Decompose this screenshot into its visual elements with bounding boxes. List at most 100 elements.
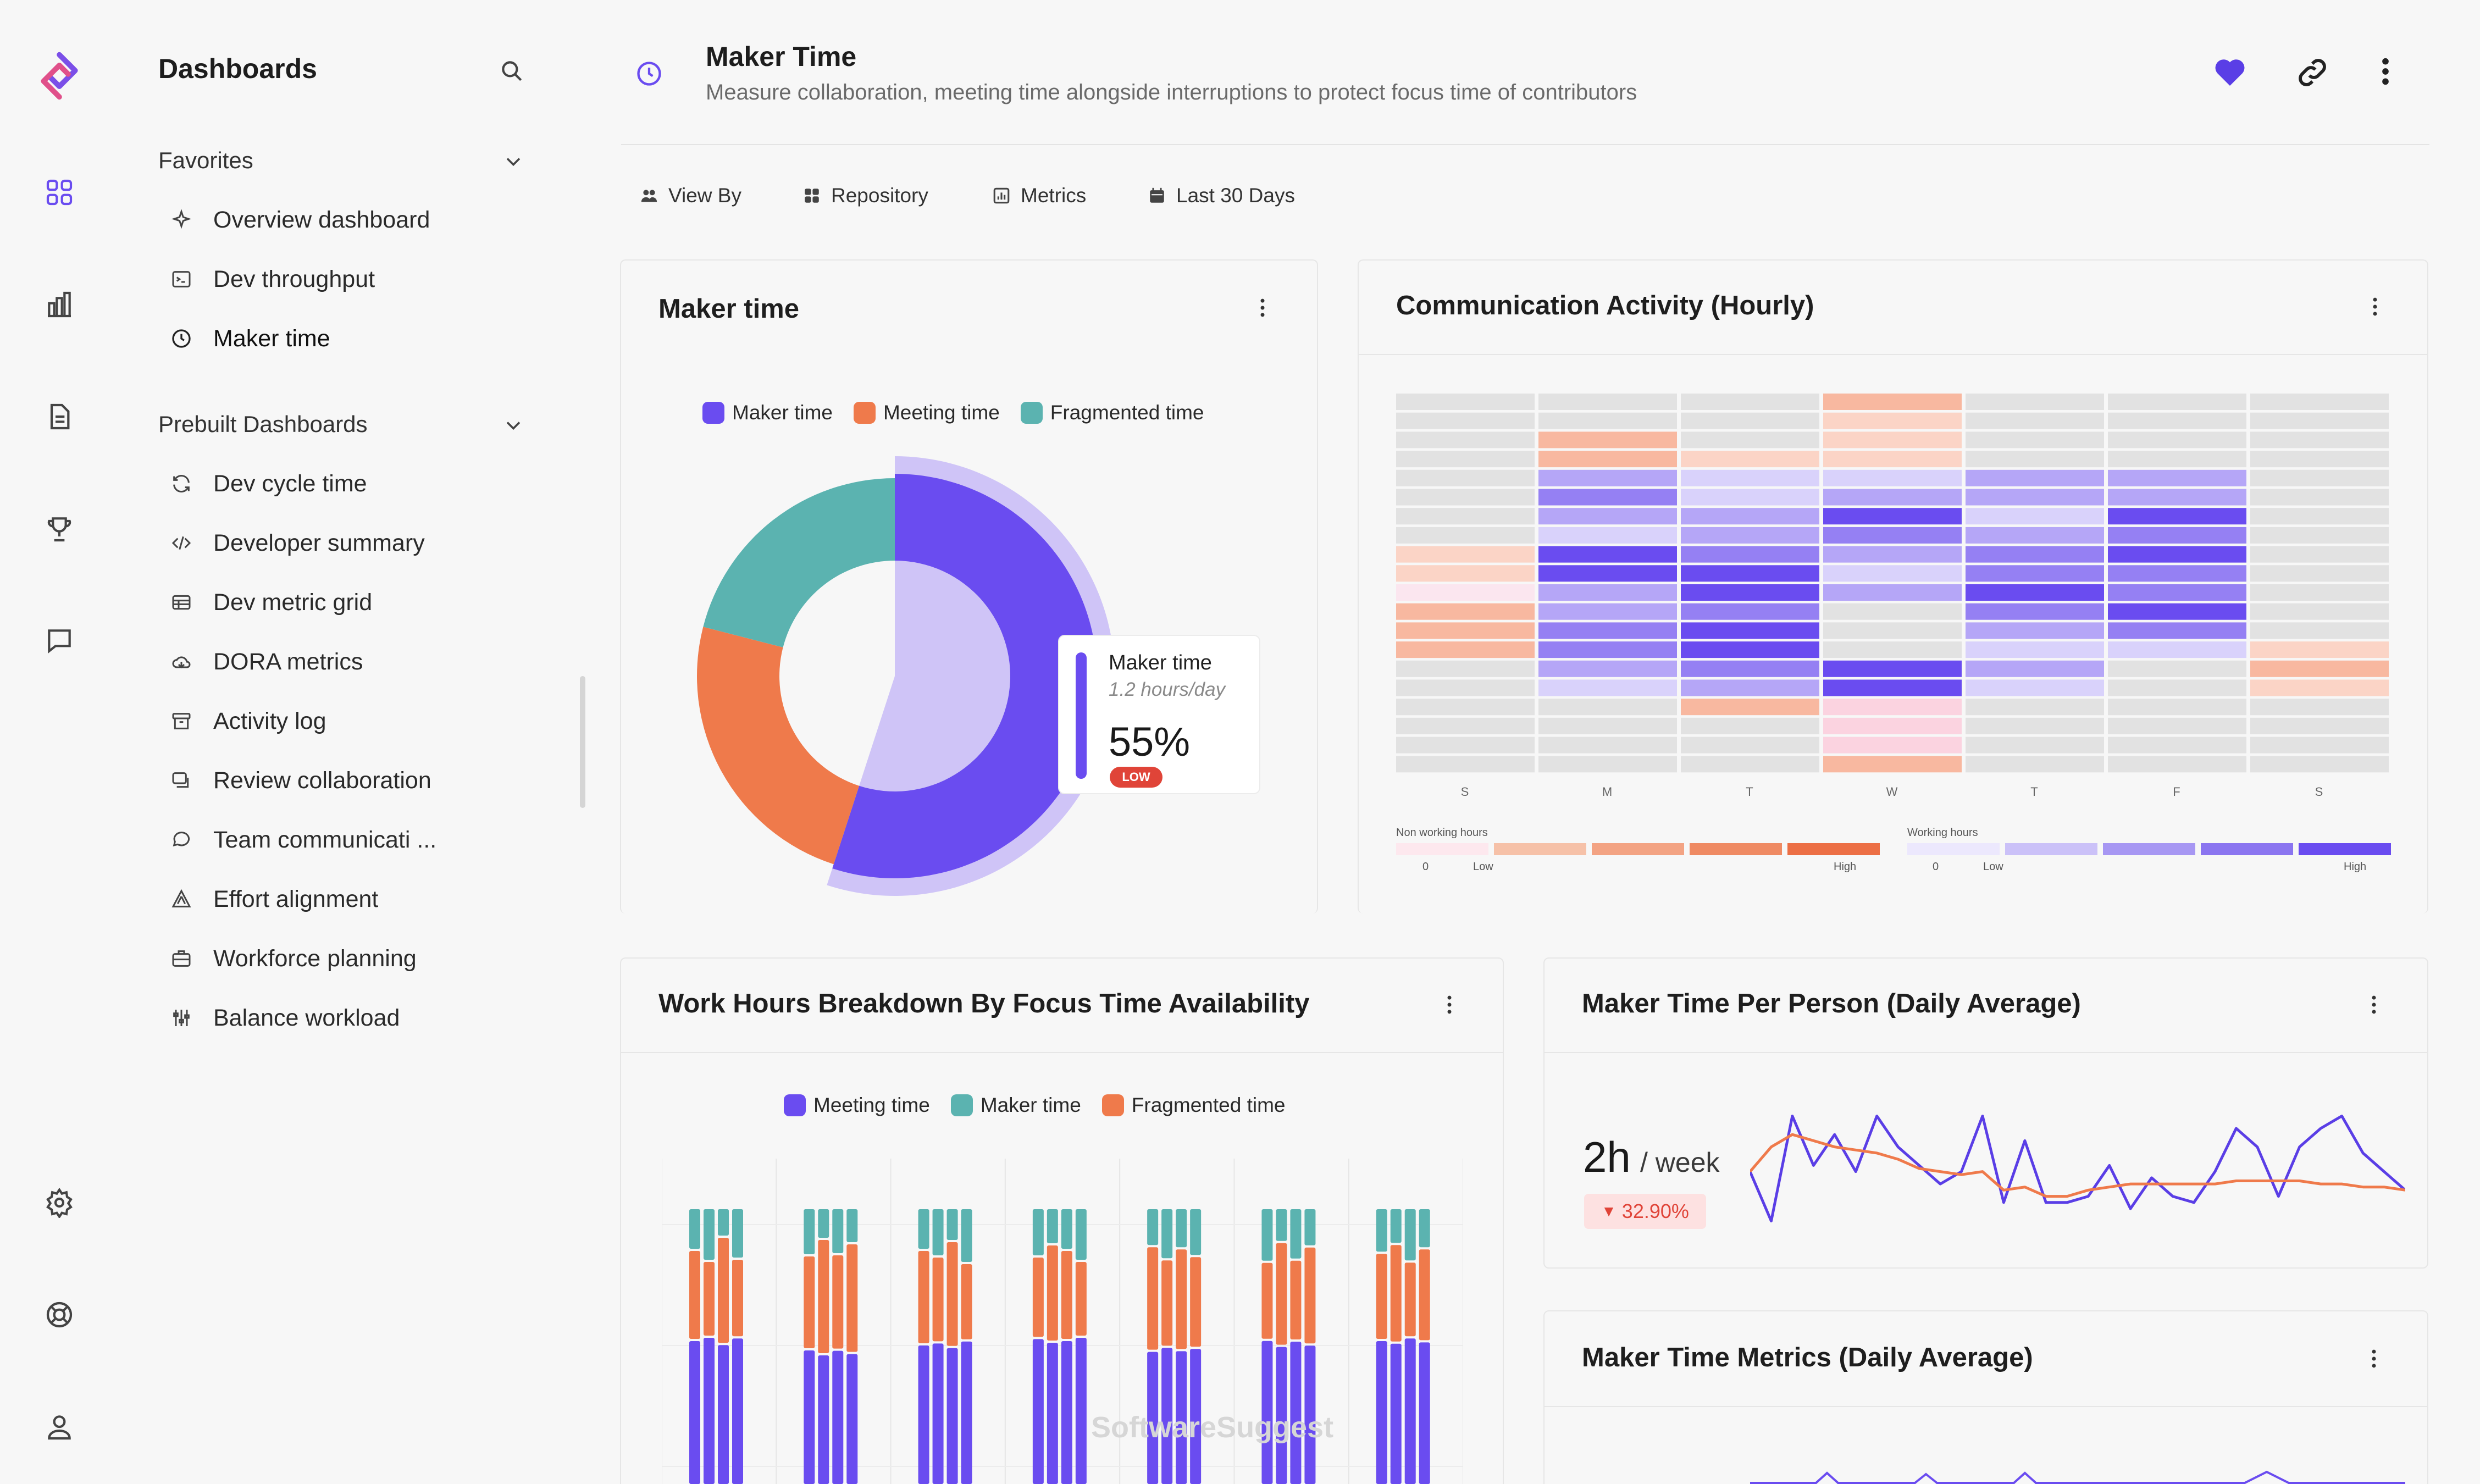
bar-segment-fragmented[interactable]	[1147, 1209, 1159, 1245]
more-vertical-icon[interactable]	[2371, 295, 2388, 328]
heatmap-cell[interactable]	[1538, 603, 1677, 620]
bar-segment-fragmented[interactable]	[846, 1209, 858, 1242]
heatmap-cell[interactable]	[1823, 737, 1962, 754]
heatmap-cell[interactable]	[2108, 546, 2246, 563]
bar-segment-fragmented[interactable]	[946, 1209, 958, 1240]
heatmap-cell[interactable]	[1538, 679, 1677, 696]
heatmap-cell[interactable]	[1396, 737, 1535, 754]
bar-segment-meeting[interactable]	[946, 1242, 958, 1346]
filter-metrics[interactable]: Metrics	[992, 180, 1086, 211]
bar-segment-maker[interactable]	[1404, 1338, 1416, 1484]
sidebar-item-effort-alignment[interactable]: Effort alignment	[169, 877, 521, 921]
heatmap-cell[interactable]	[1966, 641, 2104, 658]
heatmap-cell[interactable]	[1681, 527, 1819, 544]
bar-segment-maker[interactable]	[832, 1350, 844, 1484]
heatmap-cell[interactable]	[2250, 717, 2389, 734]
bar-segment-maker[interactable]	[1290, 1342, 1302, 1484]
heatmap-cell[interactable]	[1396, 394, 1535, 410]
legend-item[interactable]: Fragmented time	[1020, 401, 1204, 424]
bar-segment-maker[interactable]	[946, 1348, 958, 1484]
heatmap-cell[interactable]	[1823, 394, 1962, 410]
heatmap-cell[interactable]	[1538, 527, 1677, 544]
heatmap-cell[interactable]	[1823, 469, 1962, 486]
heatmap-cell[interactable]	[1966, 603, 2104, 620]
sidebar-item-maker-time[interactable]: Maker time	[169, 317, 521, 361]
bar-segment-fragmented[interactable]	[932, 1209, 944, 1255]
heatmap-cell[interactable]	[1538, 469, 1677, 486]
heatmap-cell[interactable]	[2250, 546, 2389, 563]
heatmap-cell[interactable]	[1538, 756, 1677, 773]
heatmap-cell[interactable]	[1396, 451, 1535, 468]
heatmap-cell[interactable]	[1681, 412, 1819, 429]
heatmap-cell[interactable]	[1966, 679, 2104, 696]
bar-segment-fragmented[interactable]	[1419, 1209, 1430, 1248]
bar-segment-maker[interactable]	[918, 1345, 929, 1484]
filter-date-range[interactable]: Last 30 Days	[1148, 180, 1295, 211]
bar-segment-maker[interactable]	[1419, 1342, 1430, 1484]
heatmap-cell[interactable]	[2250, 394, 2389, 410]
heatmap-cell[interactable]	[1823, 603, 1962, 620]
bar-segment-meeting[interactable]	[1190, 1257, 1202, 1347]
more-vertical-icon[interactable]	[2370, 993, 2387, 1026]
heatmap-cell[interactable]	[1966, 508, 2104, 525]
sidebar-item-developer-summary[interactable]: Developer summary	[169, 521, 521, 565]
bar-segment-fragmented[interactable]	[1261, 1209, 1273, 1261]
heatmap-cell[interactable]	[1823, 699, 1962, 716]
heatmap-cell[interactable]	[2250, 584, 2389, 601]
heatmap-cell[interactable]	[2108, 660, 2246, 677]
heatmap-cell[interactable]	[1966, 489, 2104, 506]
legend-item[interactable]: Fragmented time	[1101, 1094, 1285, 1117]
legend-item[interactable]: Maker time	[702, 401, 833, 424]
more-vertical-icon[interactable]	[1446, 993, 1462, 1026]
heatmap-cell[interactable]	[1823, 756, 1962, 773]
heatmap-cell[interactable]	[2108, 565, 2246, 582]
bar-segment-fragmented[interactable]	[704, 1209, 715, 1260]
bar-segment-meeting[interactable]	[1261, 1262, 1273, 1339]
bar-segment-meeting[interactable]	[804, 1256, 815, 1348]
heatmap-cell[interactable]	[1823, 679, 1962, 696]
bar-segment-meeting[interactable]	[689, 1251, 700, 1339]
bar-segment-maker[interactable]	[818, 1355, 829, 1484]
bar-segment-maker[interactable]	[1304, 1345, 1316, 1484]
bar-segment-maker[interactable]	[1147, 1352, 1159, 1484]
search-icon[interactable]	[498, 57, 525, 85]
bar-segment-meeting[interactable]	[1390, 1245, 1402, 1342]
donut-slice-maker-time[interactable]	[832, 474, 1097, 878]
heatmap-cell[interactable]	[1681, 756, 1819, 773]
bar-segment-maker[interactable]	[704, 1338, 715, 1484]
heatmap-cell[interactable]	[1966, 412, 2104, 429]
more-vertical-icon[interactable]	[2370, 1347, 2387, 1380]
bar-segment-maker[interactable]	[804, 1350, 815, 1484]
bar-segment-fragmented[interactable]	[1404, 1209, 1416, 1261]
donut-slice-fragmented-time[interactable]	[703, 478, 895, 647]
link-icon[interactable]	[2295, 55, 2330, 90]
heatmap-cell[interactable]	[2108, 469, 2246, 486]
heatmap-cell[interactable]	[1538, 412, 1677, 429]
heatmap-cell[interactable]	[1396, 527, 1535, 544]
bar-segment-fragmented[interactable]	[1304, 1209, 1316, 1245]
bar-segment-meeting[interactable]	[1075, 1262, 1087, 1336]
heatmap-cell[interactable]	[2108, 508, 2246, 525]
heatmap-cell[interactable]	[1681, 641, 1819, 658]
bar-segment-maker[interactable]	[932, 1343, 944, 1484]
heatmap-cell[interactable]	[2108, 603, 2246, 620]
heatmap-cell[interactable]	[1538, 584, 1677, 601]
heatmap-cell[interactable]	[2108, 679, 2246, 696]
heatmap-cell[interactable]	[2250, 679, 2389, 696]
heatmap-cell[interactable]	[1966, 737, 2104, 754]
heatmap-cell[interactable]	[1396, 660, 1535, 677]
heatmap-cell[interactable]	[1823, 660, 1962, 677]
heatmap-cell[interactable]	[1966, 584, 2104, 601]
heatmap-cell[interactable]	[2108, 622, 2246, 639]
bar-segment-meeting[interactable]	[732, 1260, 743, 1337]
more-vertical-icon[interactable]	[1259, 296, 1275, 329]
bar-segment-meeting[interactable]	[918, 1251, 929, 1343]
heatmap-cell[interactable]	[1966, 756, 2104, 773]
trophy-icon[interactable]	[38, 508, 80, 550]
heatmap-cell[interactable]	[1396, 641, 1535, 658]
heatmap-cell[interactable]	[1538, 508, 1677, 525]
bar-segment-fragmented[interactable]	[1161, 1209, 1173, 1259]
brand-logo[interactable]	[32, 48, 87, 103]
bar-segment-fragmented[interactable]	[1047, 1209, 1058, 1243]
heatmap-cell[interactable]	[1538, 622, 1677, 639]
